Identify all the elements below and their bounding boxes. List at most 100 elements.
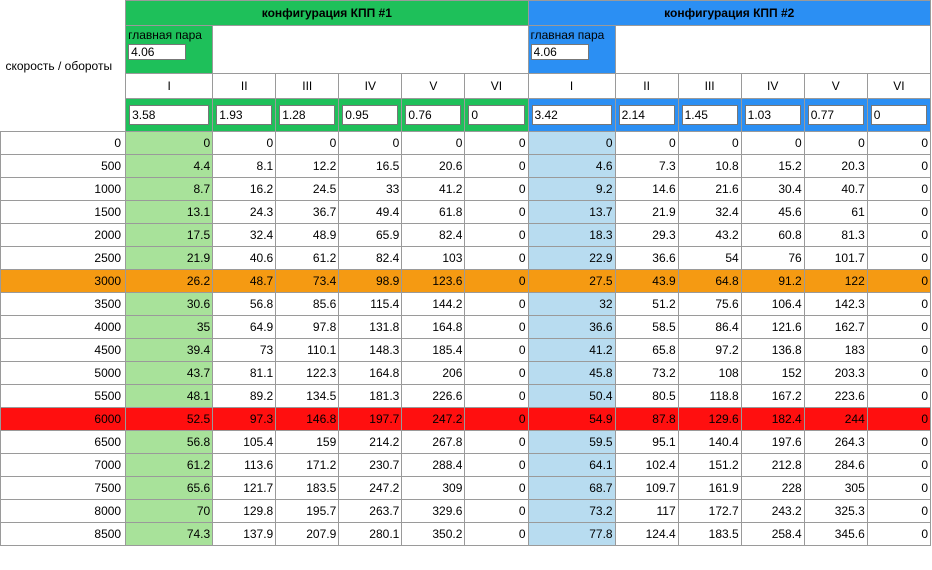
config1-speed-cell: 8.7 (125, 177, 214, 201)
config2-speed-cell: 73.2 (614, 361, 679, 385)
config1-speed-cell: 123.6 (401, 269, 466, 293)
config1-speed-cell: 195.7 (275, 499, 340, 523)
config2-gear-ratio-input[interactable] (681, 105, 738, 125)
config2-main-pair-input[interactable] (530, 44, 589, 60)
config2-speed-cell: 140.4 (677, 430, 742, 454)
config1-speed-cell: 41.2 (401, 177, 466, 201)
config1-gear-ratio-input[interactable] (216, 105, 273, 125)
config1-main-pair-label: главная пара (128, 28, 202, 42)
table-row: 7500 65.6 121.7 183.5 247.2 309 0 68.7 109.7 161.… (0, 476, 932, 500)
rpm-cell: 1000 (0, 177, 127, 201)
config2-speed-cell: 4.6 (527, 154, 616, 178)
config1-gear-ratio-input[interactable] (405, 105, 462, 125)
config2-speed-cell: 9.2 (527, 177, 616, 201)
config1-speed-cell: 65.9 (338, 223, 403, 247)
config2-speed-cell: 27.5 (527, 269, 616, 293)
config2-speed-cell: 0 (866, 384, 932, 408)
config2-gear-header: V (803, 73, 868, 99)
config2-gear-ratio-input[interactable] (807, 105, 864, 125)
table-row: 4000 35 64.9 97.8 131.8 164.8 0 36.6 58.5 86.4 121… (0, 315, 932, 339)
config1-speed-cell: 105.4 (212, 430, 277, 454)
config2-speed-cell: 102.4 (614, 453, 679, 477)
config1-gear-ratio-input[interactable] (279, 105, 336, 125)
config2-gear-ratio-input[interactable] (531, 105, 612, 125)
config2-speed-cell: 86.4 (677, 315, 742, 339)
config2-gear-ratio-input[interactable] (618, 105, 675, 125)
config1-speed-cell: 0 (464, 407, 529, 431)
config1-speed-cell: 181.3 (338, 384, 403, 408)
config1-speed-cell: 70 (125, 499, 214, 523)
config2-speed-cell: 58.5 (614, 315, 679, 339)
table-row: 5500 48.1 89.2 134.5 181.3 226.6 0 50.4 80.5 118.… (0, 384, 932, 408)
config1-speed-cell: 97.3 (212, 407, 277, 431)
rpm-cell: 2500 (0, 246, 127, 270)
config2-speed-cell: 43.2 (677, 223, 742, 247)
table-row: 1500 13.1 24.3 36.7 49.4 61.8 0 13.7 21.9 32.4 45.… (0, 200, 932, 224)
config2-speed-cell: 73.2 (527, 499, 616, 523)
config1-title: конфигурация КПП #1 (125, 0, 529, 26)
config1-main-pair-input[interactable] (128, 44, 187, 60)
config2-ratio-cell (677, 98, 742, 132)
config1-speed-cell: 159 (275, 430, 340, 454)
config2-speed-cell: 21.9 (614, 200, 679, 224)
config2-speed-cell: 0 (866, 522, 932, 546)
config2-speed-cell: 258.4 (740, 522, 805, 546)
config1-speed-cell: 226.6 (401, 384, 466, 408)
config1-speed-cell: 82.4 (401, 223, 466, 247)
config1-speed-cell: 30.6 (125, 292, 214, 316)
config1-speed-cell: 56.8 (212, 292, 277, 316)
config2-gear-ratio-input[interactable] (744, 105, 801, 125)
config2-speed-cell: 97.2 (677, 338, 742, 362)
config2-speed-cell: 7.3 (614, 154, 679, 178)
config1-speed-cell: 82.4 (338, 246, 403, 270)
rpm-cell: 0 (0, 131, 127, 155)
config2-speed-cell: 109.7 (614, 476, 679, 500)
config1-speed-cell: 0 (275, 131, 340, 155)
config1-gear-ratio-input[interactable] (468, 105, 525, 125)
config1-speed-cell: 65.6 (125, 476, 214, 500)
config2-speed-cell: 32 (527, 292, 616, 316)
rpm-cell: 3500 (0, 292, 127, 316)
config2-speed-cell: 118.8 (677, 384, 742, 408)
config2-speed-cell: 0 (866, 223, 932, 247)
config2-ratio-cell (614, 98, 679, 132)
config1-speed-cell: 16.2 (212, 177, 277, 201)
table-row: 500 4.4 8.1 12.2 16.5 20.6 0 4.6 7.3 10.8 15.2 20.3… (0, 154, 932, 178)
config2-speed-cell: 77.8 (527, 522, 616, 546)
config1-speed-cell: 103 (401, 246, 466, 270)
config2-speed-cell: 59.5 (527, 430, 616, 454)
config1-speed-cell: 113.6 (212, 453, 277, 477)
config1-speed-cell: 12.2 (275, 154, 340, 178)
config1-gear-ratio-input[interactable] (129, 105, 210, 125)
config2-speed-cell: 0 (866, 177, 932, 201)
config2-speed-cell: 87.8 (614, 407, 679, 431)
config1-speed-cell: 263.7 (338, 499, 403, 523)
config2-speed-cell: 203.3 (803, 361, 868, 385)
config1-ratio-cell (212, 98, 277, 132)
config2-speed-cell: 151.2 (677, 453, 742, 477)
config2-speed-cell: 228 (740, 476, 805, 500)
config2-speed-cell: 0 (614, 131, 679, 155)
table-row: 8000 70 129.8 195.7 263.7 329.6 0 73.2 117 172.7 2… (0, 499, 932, 523)
config2-main-pair: главная пара (527, 25, 616, 74)
config1-gear-ratio-input[interactable] (342, 105, 399, 125)
config1-speed-cell: 185.4 (401, 338, 466, 362)
rpm-cell: 6000 (0, 407, 127, 431)
config2-speed-cell: 40.7 (803, 177, 868, 201)
config2-gear-ratio-input[interactable] (870, 105, 927, 125)
config1-speed-cell: 350.2 (401, 522, 466, 546)
config1-speed-cell: 52.5 (125, 407, 214, 431)
config1-speed-cell: 110.1 (275, 338, 340, 362)
config2-speed-cell: 22.9 (527, 246, 616, 270)
config1-ratio-cell (401, 98, 466, 132)
config2-speed-cell: 68.7 (527, 476, 616, 500)
config2-speed-cell: 61 (803, 200, 868, 224)
config2-speed-cell: 32.4 (677, 200, 742, 224)
gearbox-speed-table: скорость / обороты конфигурация КПП #1 к… (0, 0, 932, 546)
table-row: 2000 17.5 32.4 48.9 65.9 82.4 0 18.3 29.3 43.2 60.… (0, 223, 932, 247)
config1-gear-header: IV (338, 73, 403, 99)
config1-main-pair-spacer (212, 25, 529, 74)
config1-speed-cell: 73.4 (275, 269, 340, 293)
table-row: 5000 43.7 81.1 122.3 164.8 206 0 45.8 73.2 108 152… (0, 361, 932, 385)
config2-speed-cell: 30.4 (740, 177, 805, 201)
